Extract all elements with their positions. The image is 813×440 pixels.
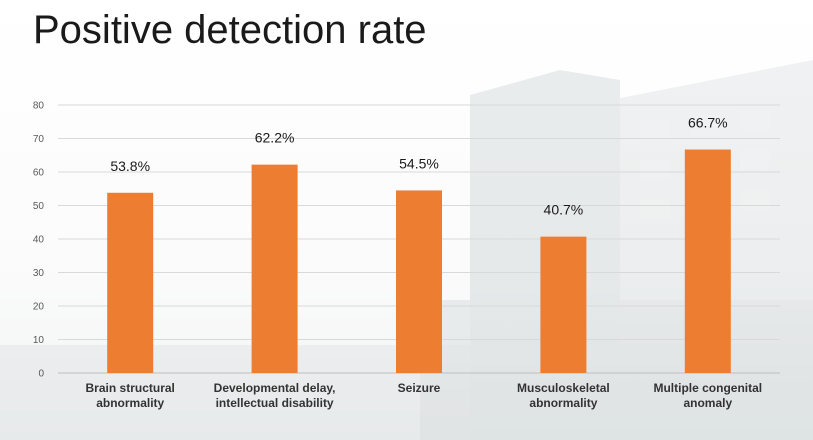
y-tick-label: 40 — [33, 235, 45, 246]
y-tick-label: 80 — [33, 101, 45, 112]
category-labels: Brain structural abnormality Developmental… — [86, 381, 763, 410]
y-tick-label: 60 — [33, 168, 45, 179]
y-axis-tick-labels: 0 10 20 30 40 50 60 70 80 — [33, 101, 45, 380]
y-tick-label: 70 — [33, 134, 45, 145]
bar — [684, 149, 731, 373]
category-label: Seizure — [398, 381, 441, 395]
slide-title: Positive detection rate — [33, 8, 427, 52]
bar — [251, 164, 298, 373]
bar — [107, 192, 154, 373]
bar — [396, 190, 442, 373]
y-tick-label: 30 — [33, 268, 45, 279]
data-label: 54.5% — [399, 155, 439, 171]
category-label: Musculoskeletal abnormality — [517, 381, 610, 410]
data-labels: 53.8% 62.2% 54.5% 40.7% 66.7% — [110, 115, 727, 218]
data-label: 40.7% — [544, 202, 584, 218]
data-label: 53.8% — [110, 158, 150, 174]
data-label: 62.2% — [255, 130, 295, 146]
y-tick-label: 50 — [33, 201, 45, 212]
data-label: 66.7% — [688, 115, 728, 131]
bars — [107, 149, 731, 373]
y-tick-label: 10 — [33, 335, 45, 346]
category-label: Multiple congenital anomaly — [653, 381, 762, 410]
y-tick-label: 20 — [33, 302, 45, 313]
category-label: Brain structural abnormality — [86, 381, 175, 410]
category-label: Developmental delay, intellectual disabil… — [214, 381, 336, 410]
bar — [540, 236, 587, 373]
y-tick-label: 0 — [38, 369, 44, 380]
